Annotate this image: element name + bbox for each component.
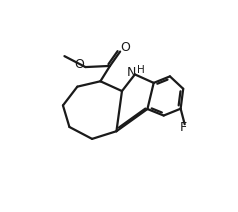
- Text: O: O: [75, 58, 84, 71]
- Text: H: H: [137, 66, 144, 75]
- Text: N: N: [127, 66, 136, 79]
- Text: F: F: [180, 121, 187, 134]
- Text: O: O: [120, 42, 130, 54]
